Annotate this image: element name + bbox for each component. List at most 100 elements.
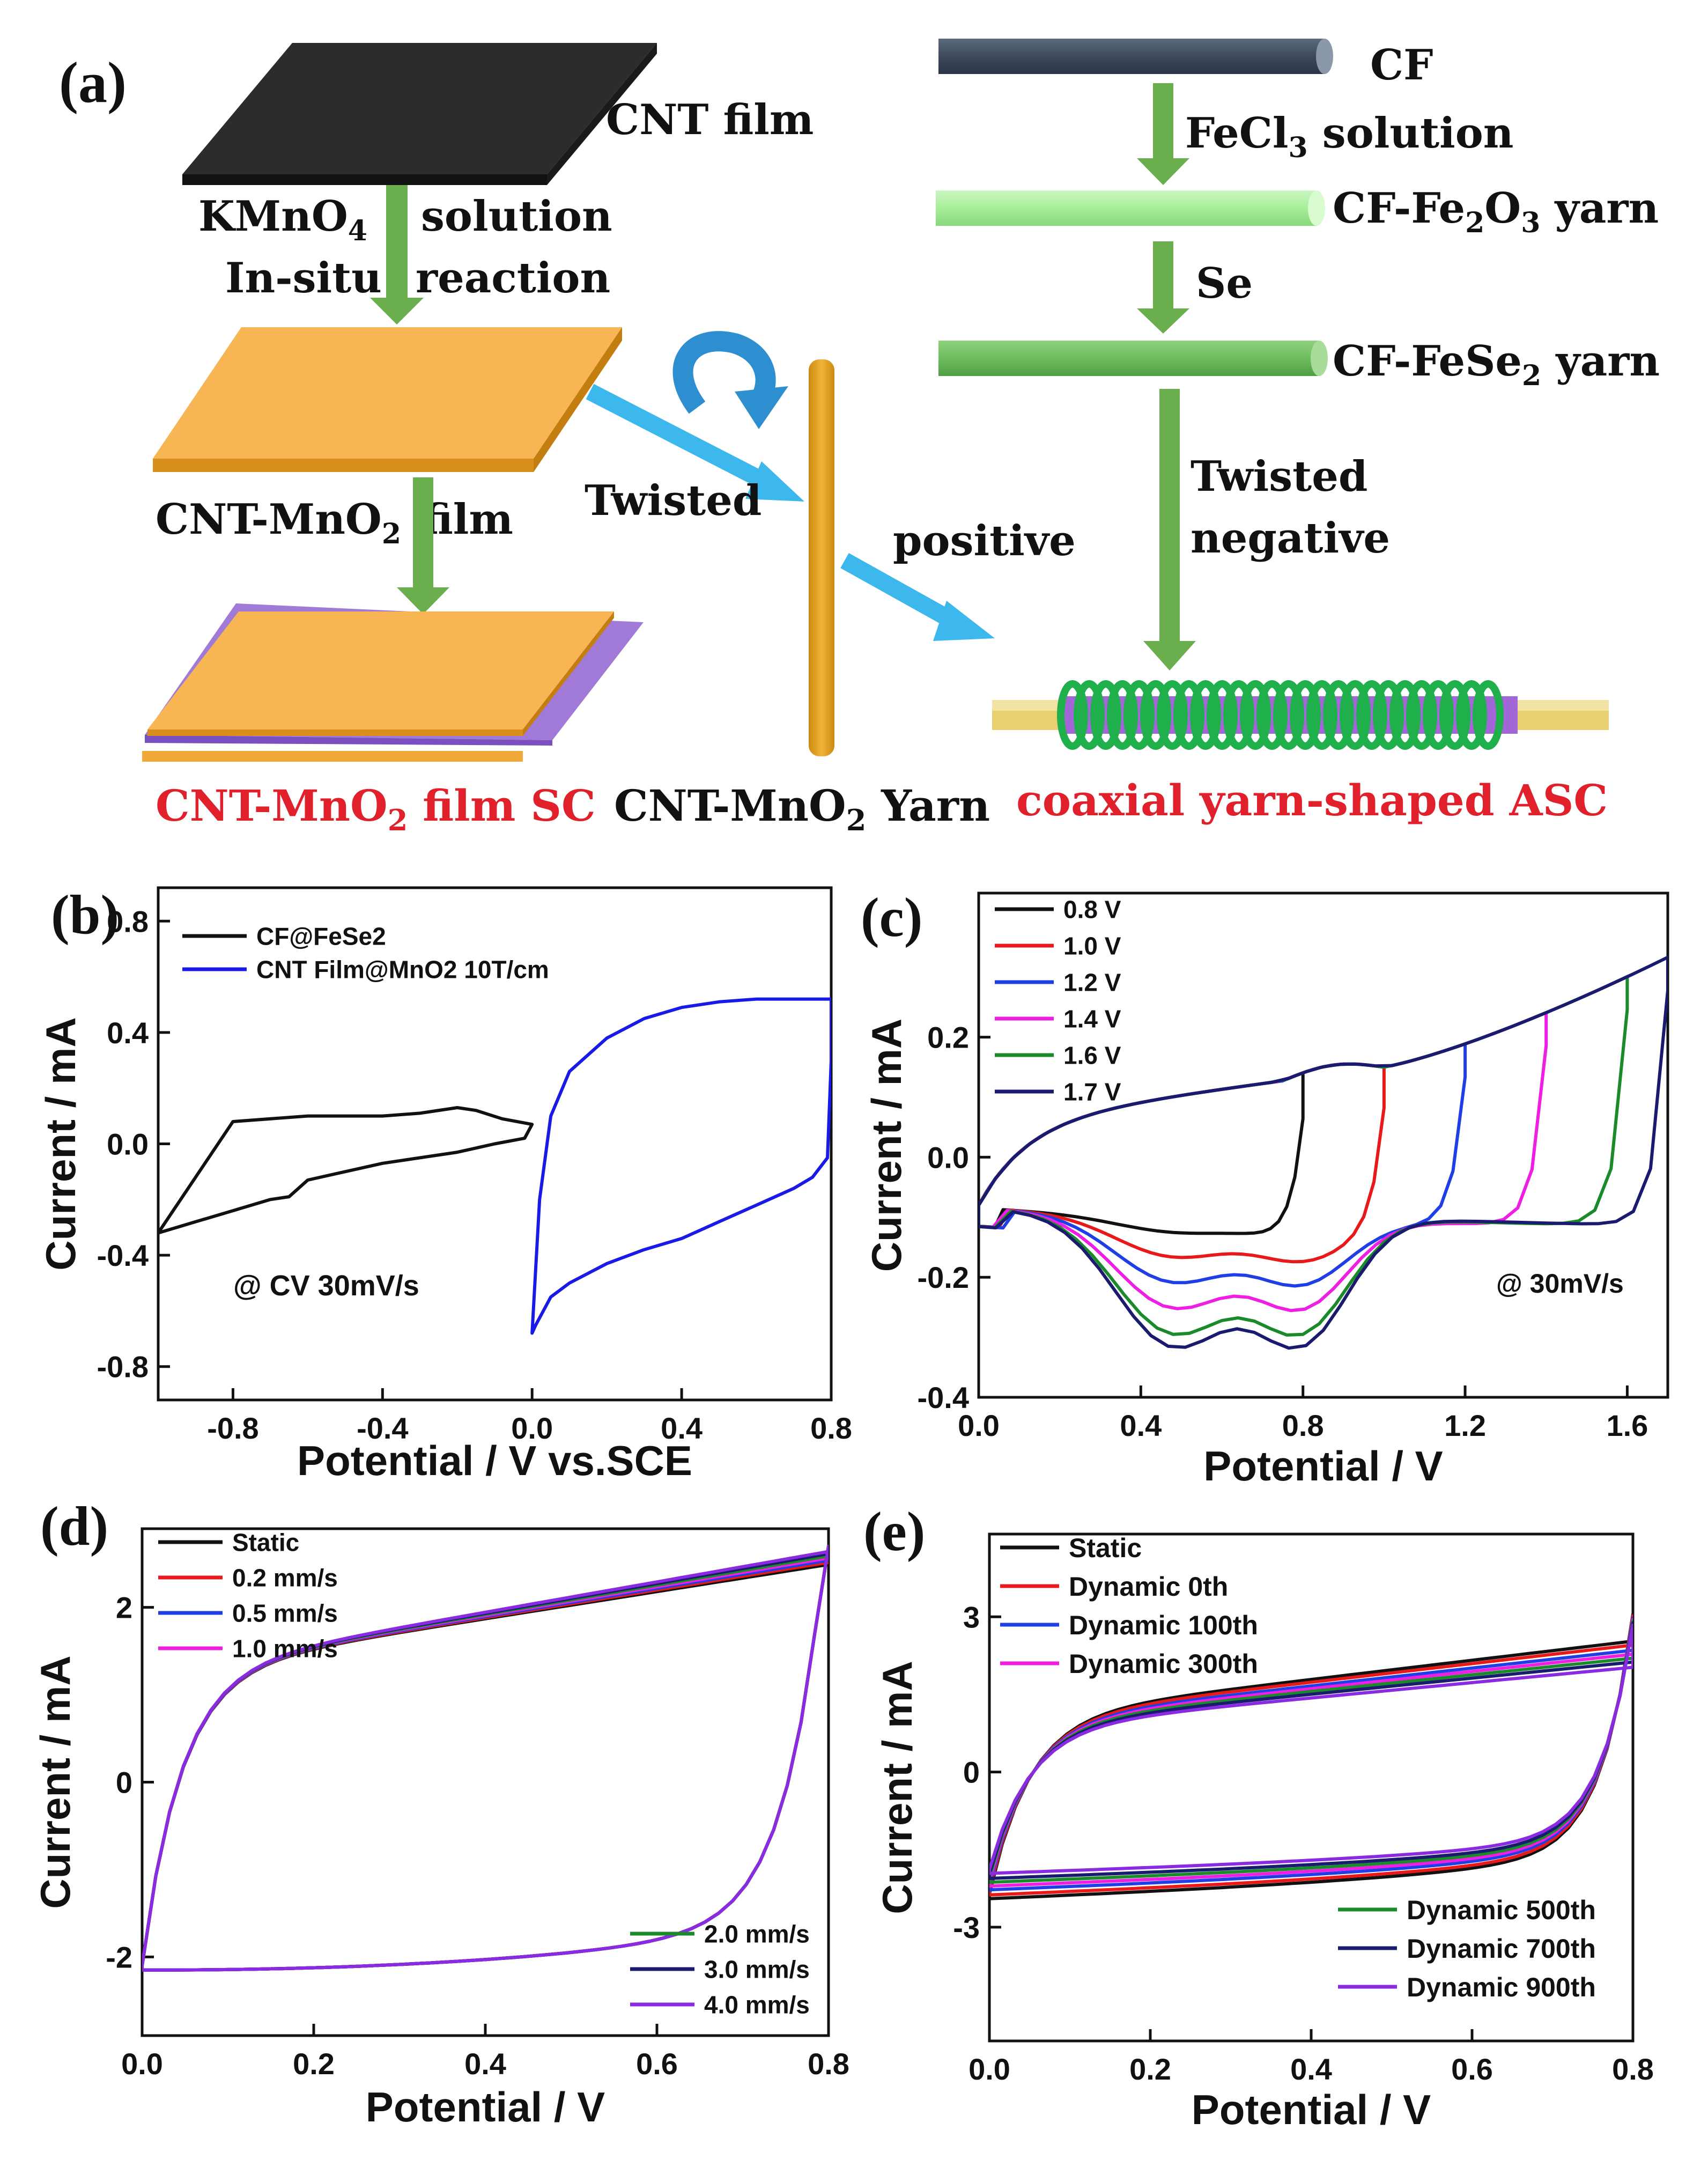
se-label: Se [1196,259,1253,308]
coil-turn [1256,680,1288,750]
chart-panel-c: (c) 0.0 0.4 0.8 1.2 1.6 -0.4 -0.2 0.0 0.2 Potentia… [861,887,1669,1490]
series-line-cnt-film-mno2-10t-cm [530,997,831,1335]
y-tick-label: -0.4 [97,1239,149,1272]
cnt-film-label: CNT film [606,95,814,144]
series-line-static [989,1612,1633,1900]
chart-panel-e: (e) 0.0 0.2 0.4 0.6 0.8 -3 0 3 Potential / V Curre… [863,1501,1654,2133]
series-group [989,1612,1633,1900]
x-tick-label: 1.2 [1444,1409,1486,1442]
cf-rod [938,39,1333,74]
cf-fe2o3-rod [936,190,1325,226]
cf-label: CF [1370,41,1433,90]
series-line-dynamic-700th [989,1621,1633,1880]
y-tick-label: 3 [963,1600,980,1634]
x-tick-label: 0.8 [810,1411,852,1445]
legend-entry: 3.0 mm/s [704,1956,810,1984]
y-axis-label: Current / mA [863,1019,910,1272]
film-sc-caption: CNT-MnO2 film SC [156,780,596,837]
legend-entry: 1.6 V [1063,1042,1121,1070]
coaxial-asc [992,680,1609,750]
legend-entry: CNT Film@MnO2 10T/cm [256,956,549,984]
mno2-film-front [153,459,534,472]
coil-turn [1323,680,1354,750]
yarn-caption: CNT-MnO2 Yarn [614,780,990,837]
cf-fe2o3-label: CF-Fe2O3 yarn [1333,184,1659,239]
arrow-blue-twisted [586,384,804,502]
coil-turn [1439,680,1470,750]
x-axis-label: Potential / V [366,2083,605,2131]
series-group [158,997,831,1335]
coil-turn [1340,680,1371,750]
coil-turn [1123,680,1155,750]
legend-entry: 2.0 mm/s [704,1920,810,1948]
coil-turn [1389,680,1421,750]
series-line-dynamic-500th [989,1619,1633,1884]
series-line-4-0-mm-s [142,1544,829,1972]
legend-entry: CF@FeSe2 [256,923,386,950]
legend-entry: 0.2 mm/s [232,1564,338,1592]
y-tick-label: -0.4 [918,1381,970,1414]
y-tick-label: 0 [116,1766,132,1800]
negative-label: negative [1191,514,1390,563]
plot-frame [977,891,1669,1399]
panel-e-label: (e) [863,1501,925,1562]
y-tick-label: 2 [116,1591,132,1625]
asc-caption: coaxial yarn-shaped ASC [1016,775,1608,825]
legend-entry: 1.4 V [1063,1005,1121,1033]
coil-turn [1157,680,1188,750]
series-group [979,955,1668,1350]
x-axis-label: Potential / V [1203,1442,1443,1490]
panel-d-label: (d) [40,1495,108,1557]
fecl3-label: FeCl3 solution [1185,109,1513,164]
legend-entry: 1.0 V [1063,932,1121,960]
panel-b-label: (b) [51,884,119,946]
series-line-dynamic-900th [989,1623,1633,1875]
y-tick-label: -2 [106,1940,132,1974]
arrow-down-5 [1143,389,1196,670]
arrow-down-4 [1137,241,1189,334]
coil-turn [1057,680,1088,750]
coil-turn [1223,680,1254,750]
x-tick-label: 0.0 [121,2047,163,2081]
coil-turn [1090,680,1121,750]
series-group [142,1544,829,1972]
coil-turn [1406,680,1437,750]
x-tick-label: 0.0 [968,2052,1010,2086]
x-tick-label: 0.2 [293,2047,335,2081]
x-tick-label: 0.4 [464,2047,506,2081]
in-situ-label: In-situ [225,254,382,303]
y-tick-label: 0.8 [107,904,149,938]
coil-turn [1356,680,1387,750]
legend-entry: 0.5 mm/s [232,1600,338,1627]
x-tick-label: 0.4 [1290,2052,1332,2086]
legend-entry: Dynamic 500th [1407,1895,1596,1925]
mno2-film-side [534,327,622,472]
y-tick-label: -3 [953,1911,980,1944]
x-tick-label: 0.0 [511,1411,553,1445]
legend-entry: 1.7 V [1063,1078,1121,1106]
x-tick-label: 0.6 [1451,2052,1493,2086]
x-axis-label: Potential / V [1192,2086,1431,2133]
arrow-blue-positive [840,553,995,641]
series-line-dynamic-0th [989,1614,1633,1897]
x-tick-label: 0.0 [958,1409,1000,1442]
panel-c-label: (c) [861,887,922,948]
positive-label: positive [893,517,1076,565]
arrow-down-3 [1137,83,1189,185]
y-tick-label: 0.4 [107,1016,149,1050]
x-tick-label: -0.4 [357,1411,409,1445]
cnt-film-front [182,174,547,185]
coil-turn [1190,680,1221,750]
x-tick-label: 0.4 [1120,1409,1162,1442]
series-line-dynamic-300th [989,1618,1633,1888]
coil-turn [1473,680,1504,750]
film-sc-stack [142,603,644,762]
coil-turn [1373,680,1404,750]
series-line-1-2-v [979,1042,1467,1288]
coil-turn [1306,680,1337,750]
y-tick-label: -0.2 [918,1261,970,1294]
y-axis-label: Current / mA [32,1655,79,1908]
series-line-0-8-v [979,1071,1305,1235]
x-tick-label: 0.8 [808,2047,849,2081]
